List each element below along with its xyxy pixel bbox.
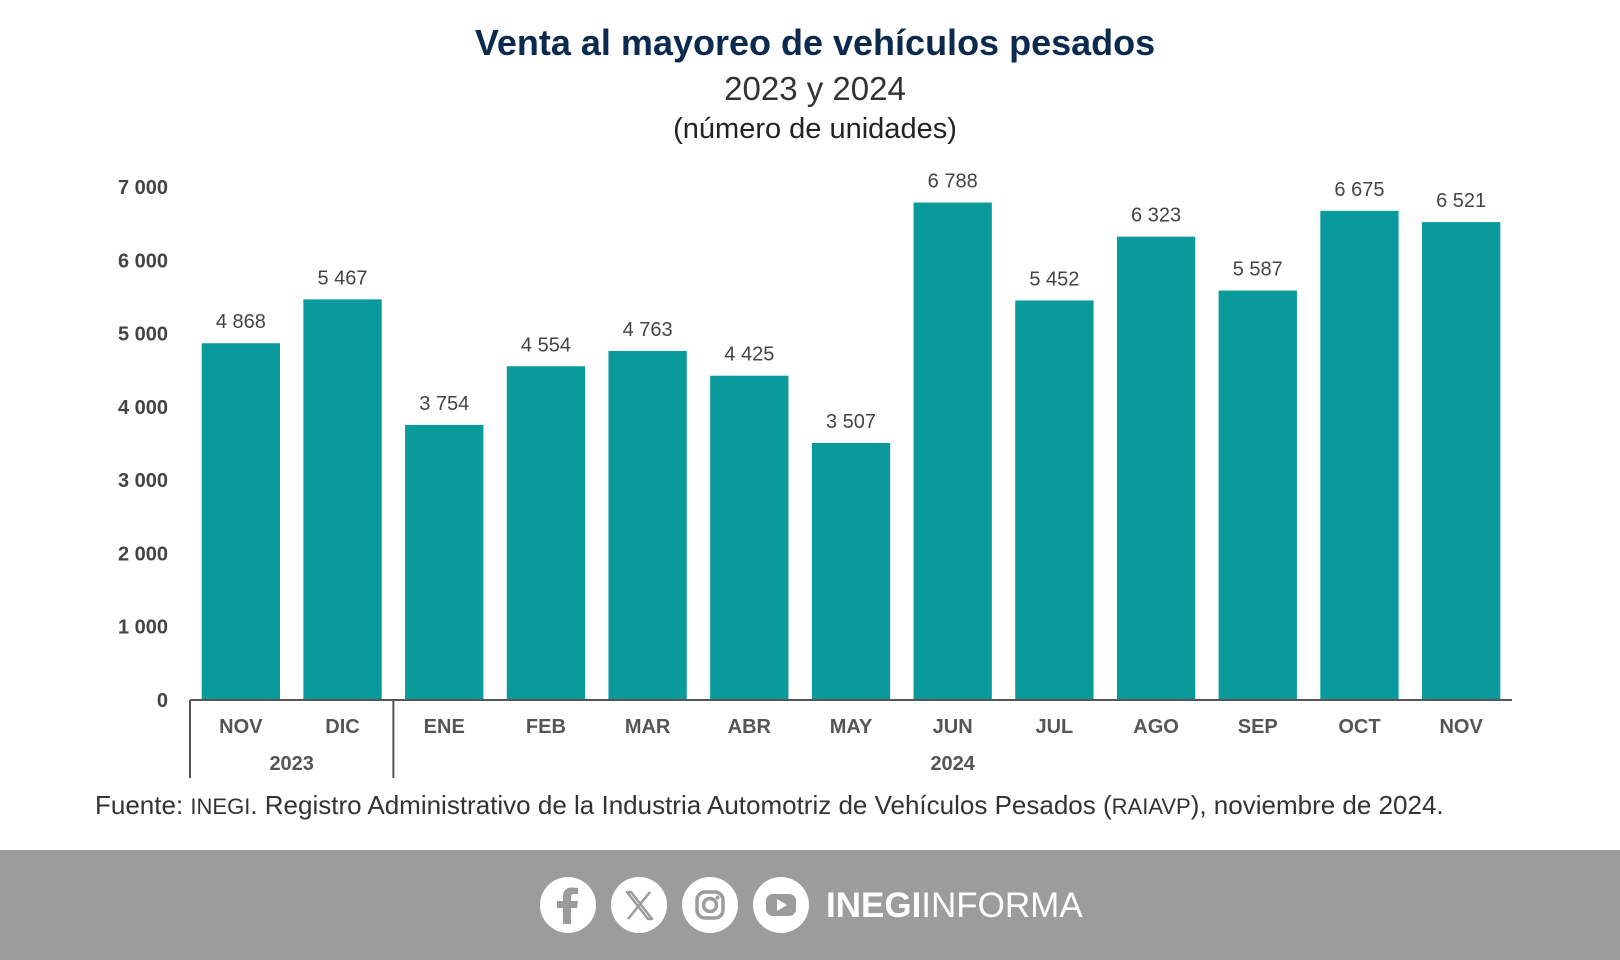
bar — [1422, 222, 1501, 700]
data-label: 6 323 — [1131, 205, 1181, 227]
footer-bar: INEGIINFORMA — [0, 850, 1620, 960]
source-prefix: Fuente: — [95, 790, 191, 820]
x-tick-label: ENE — [424, 716, 465, 738]
data-label: 4 763 — [623, 319, 673, 341]
data-label: 4 425 — [724, 344, 774, 366]
data-label: 6 521 — [1436, 190, 1486, 212]
unit-label: (número de unidades) — [673, 113, 957, 145]
x-tick-label: AGO — [1133, 716, 1179, 738]
y-tick-label: 6 000 — [118, 250, 168, 272]
brand-light: INFORMA — [921, 886, 1083, 925]
data-label: 5 587 — [1233, 259, 1283, 281]
source-org: INEGI — [190, 794, 251, 819]
x-tick-label: NOV — [219, 716, 263, 738]
bar — [506, 366, 586, 700]
year-group-label: 2024 — [930, 753, 975, 775]
x-tick-label: MAY — [830, 716, 873, 738]
source-acronym: RAIAVP — [1111, 794, 1191, 819]
source-middle: . Registro Administrativo de la Industri… — [250, 790, 1112, 820]
bar — [913, 202, 992, 701]
inegi-informa-brand[interactable]: INEGIINFORMA — [826, 886, 1083, 926]
y-tick-label: 1 000 — [118, 617, 168, 639]
year-group-label: 2023 — [269, 753, 314, 775]
source-suffix: ), noviembre de 2024. — [1190, 790, 1444, 820]
chart-title: Venta al mayoreo de vehículos pesados — [474, 22, 1156, 63]
bar — [1116, 236, 1196, 700]
facebook-icon[interactable] — [540, 877, 596, 933]
data-label: 4 554 — [521, 334, 571, 356]
bar — [1218, 290, 1297, 700]
bar — [1320, 210, 1399, 700]
bar — [1015, 300, 1094, 700]
bar — [303, 299, 382, 700]
data-label: 6 788 — [928, 171, 978, 193]
data-label: 4 868 — [216, 311, 266, 333]
y-tick-label: 3 000 — [118, 470, 168, 492]
x-icon[interactable] — [611, 877, 667, 933]
data-label: 3 754 — [419, 393, 469, 415]
bar-chart: 0 1 000 2 000 3 000 4 000 5 000 6 000 7 000 4 86… — [118, 171, 1512, 778]
x-tick-label: MAR — [625, 716, 671, 738]
x-tick-label: SEP — [1238, 716, 1278, 738]
bar — [405, 424, 484, 700]
x-tick-label: ABR — [728, 716, 772, 738]
data-label: 5 467 — [318, 267, 368, 289]
data-label: 6 675 — [1334, 179, 1384, 201]
source-note: Fuente: INEGI. Registro Administrativo d… — [95, 790, 1444, 821]
x-tick-label: FEB — [526, 716, 566, 738]
bar — [811, 442, 891, 700]
y-tick-label: 2 000 — [118, 543, 168, 565]
x-tick-label: OCT — [1338, 716, 1380, 738]
bar — [710, 375, 789, 700]
bar — [201, 343, 280, 700]
instagram-icon[interactable] — [682, 877, 738, 933]
brand-bold: INEGI — [826, 886, 922, 925]
youtube-icon[interactable] — [753, 877, 809, 933]
chart-subtitle: 2023 y 2024 — [724, 70, 906, 107]
y-tick-label: 4 000 — [118, 397, 168, 419]
y-tick-label: 7 000 — [118, 177, 168, 199]
x-tick-label: DIC — [325, 716, 359, 738]
data-label: 5 452 — [1029, 268, 1079, 290]
x-tick-label: NOV — [1439, 716, 1483, 738]
x-tick-label: JUL — [1035, 716, 1073, 738]
y-tick-label: 0 — [157, 690, 168, 712]
x-tick-label: JUN — [933, 716, 973, 738]
data-label: 3 507 — [826, 411, 876, 433]
bar — [608, 350, 687, 700]
y-tick-label: 5 000 — [118, 324, 168, 346]
